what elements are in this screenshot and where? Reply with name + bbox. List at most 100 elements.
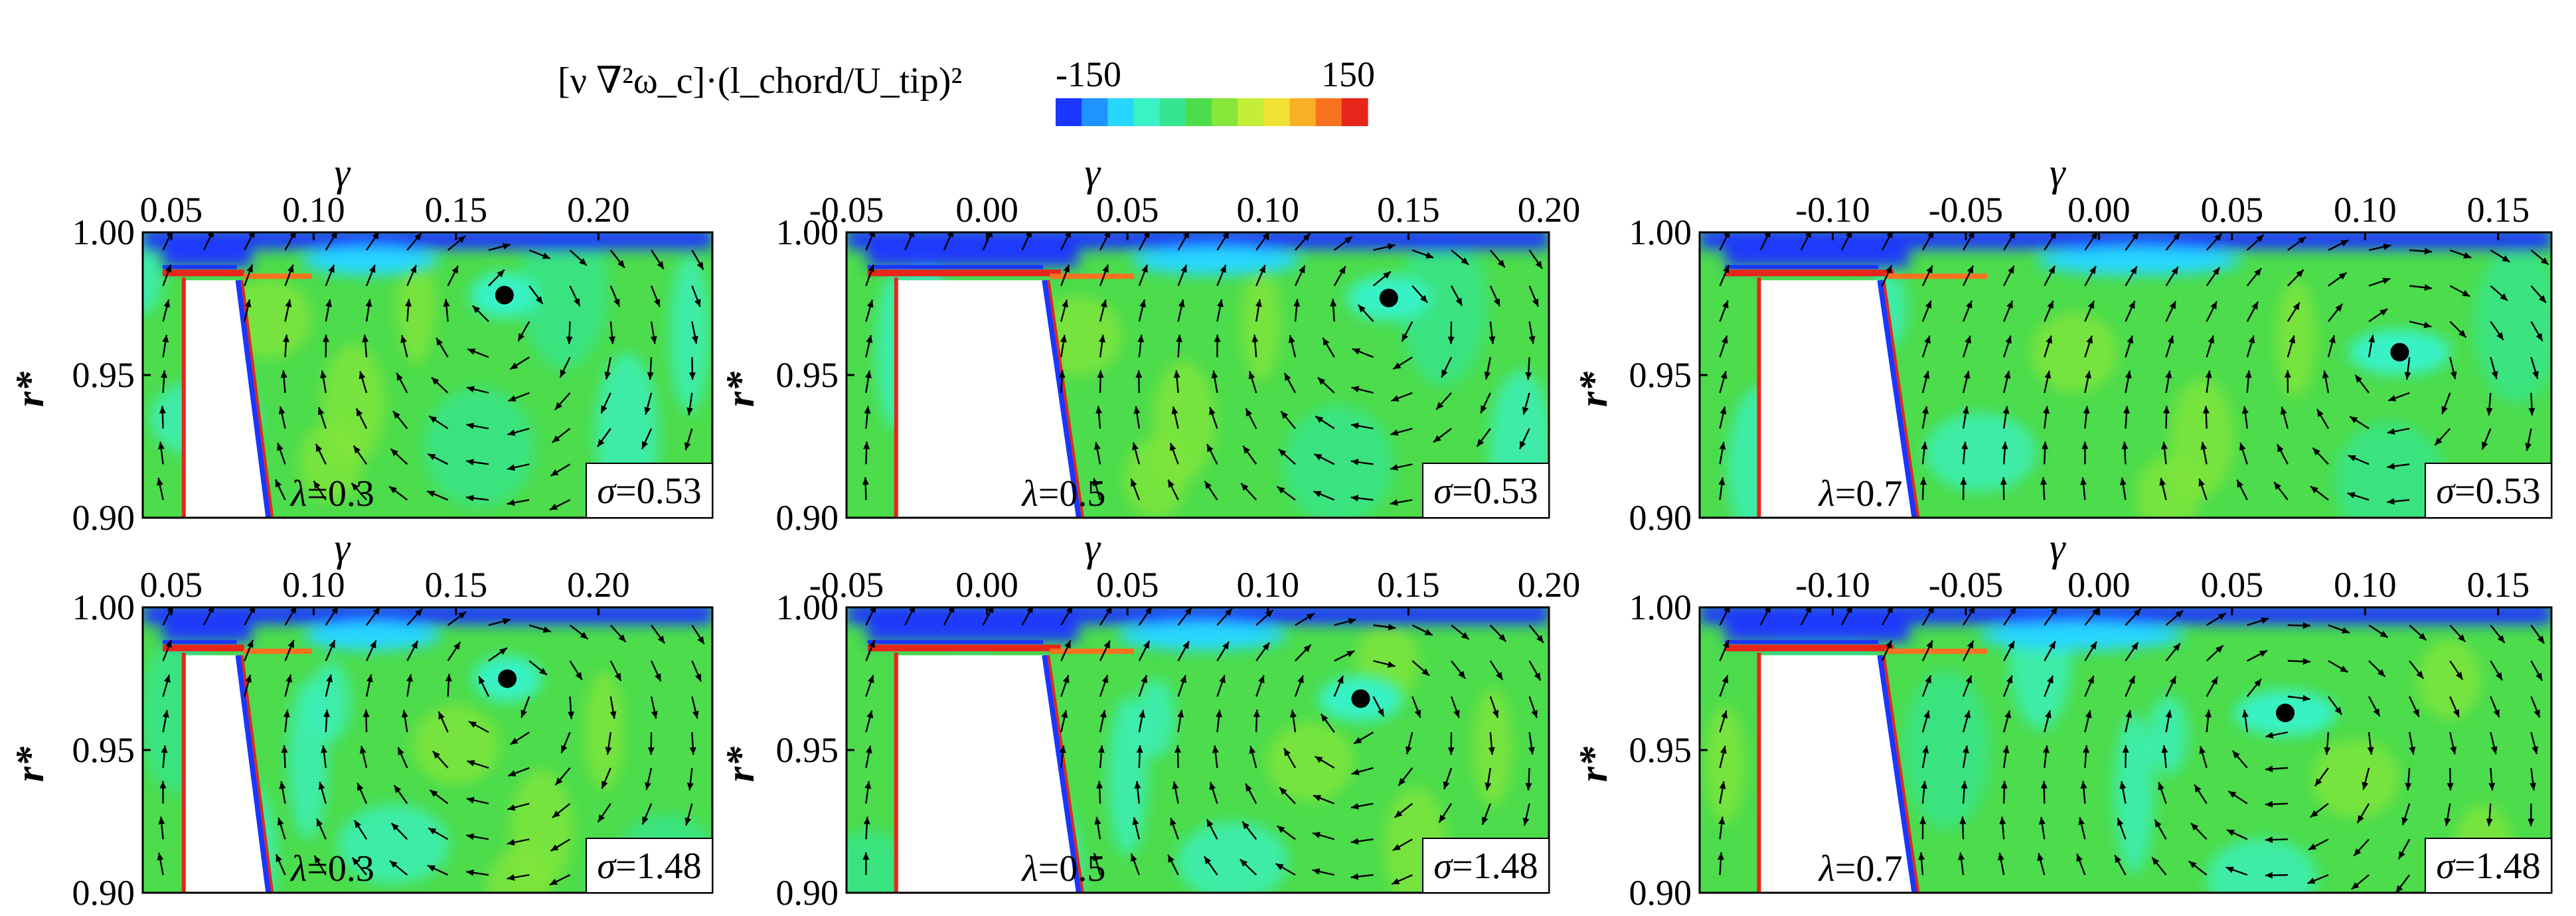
arrow-head (1100, 299, 1107, 308)
arrow-head (1719, 781, 1726, 789)
arrow-head (696, 262, 704, 270)
leakage-jet (1117, 621, 1287, 650)
tip-shear-red (1725, 645, 1894, 652)
arrow-head (1141, 264, 1148, 273)
arrow-head (550, 503, 558, 510)
arrow-head (2500, 293, 2508, 301)
arrow-head (1925, 675, 1931, 684)
x-axis-label: γ (334, 151, 351, 194)
tip-shear-red (867, 645, 1061, 652)
arrow-head (657, 635, 665, 644)
arrow-head (2199, 746, 2206, 755)
arrow-head (2532, 370, 2539, 379)
arrow-head (1453, 710, 1460, 718)
tip-shear-orange (1050, 649, 1135, 654)
tip-shear-red (163, 269, 244, 277)
casing-layer (143, 232, 712, 250)
casing-layer (846, 232, 1549, 250)
arrow-head (1717, 852, 1724, 860)
arrow-head (1214, 335, 1221, 343)
arrow-head (436, 337, 443, 346)
arrow-head (1103, 641, 1110, 649)
arrow-head (2458, 330, 2466, 338)
y-tick-label: 1.00 (776, 212, 839, 252)
arrow-head (1222, 641, 1230, 650)
arrow-head (1967, 641, 1974, 649)
arrow-head (2538, 295, 2546, 303)
arrow-head (1923, 710, 1931, 719)
arrow-head (357, 783, 364, 791)
x-tick-label: 0.10 (1237, 565, 1300, 605)
arrow-head (2205, 710, 2212, 718)
arrow-head (428, 828, 437, 835)
suction-side-edge (235, 279, 272, 518)
arrow-head (2495, 672, 2502, 680)
arrow-head (2214, 233, 2222, 242)
contour-patch (2114, 714, 2154, 874)
arrow-head (313, 481, 321, 489)
arrow-head (686, 783, 694, 791)
x-tick-label: -0.05 (1929, 190, 2003, 230)
arrow-head (644, 406, 651, 415)
arrow-head (535, 296, 543, 304)
lambda-annotation: λ=0.5 (1021, 848, 1106, 889)
arrow-head (987, 607, 994, 613)
arrow-head (2167, 335, 2174, 344)
arrow-head (1134, 781, 1141, 789)
tip-shear-orange (1885, 649, 1988, 654)
arrow-head (647, 372, 654, 380)
arrow-head (281, 745, 288, 753)
arrow-head (1253, 710, 1260, 718)
arrow-head (1217, 299, 1224, 307)
arrow-head (507, 839, 515, 846)
arrow-head (1886, 640, 1892, 649)
arrow-head (507, 874, 515, 881)
arrow-head (604, 371, 611, 380)
arrow-head (1919, 816, 1927, 824)
arrow-head (2265, 872, 2273, 879)
arrow-head (1497, 260, 1505, 267)
arrow-head (1999, 816, 2006, 824)
contour-patch (669, 254, 710, 414)
arrow-head (2387, 428, 2395, 435)
arrow-head (2256, 234, 2264, 242)
contour-patch (1705, 704, 1745, 824)
arrow-head (1846, 607, 1852, 613)
arrow-head (1377, 708, 1384, 717)
arrow-head (2416, 670, 2424, 679)
arrow-head (2357, 814, 2364, 823)
arrow-head (2121, 441, 2129, 449)
arrow-head (165, 639, 172, 648)
x-axis-label: γ (2050, 151, 2066, 194)
sigma-box (586, 463, 713, 518)
arrow-head (366, 674, 373, 682)
colorbar-segment (1082, 98, 1108, 126)
arrow-head (2525, 443, 2532, 451)
arrow-head (1315, 416, 1324, 423)
x-tick-label: 0.15 (2467, 190, 2530, 230)
arrow-head (2050, 607, 2058, 615)
vortex-center-marker (2390, 343, 2409, 362)
arrow-head (1170, 818, 1176, 826)
arrow-head (2000, 781, 2008, 789)
arrow-head (1964, 710, 1971, 719)
y-axis-label: r* (718, 746, 762, 782)
arrow-head (866, 299, 874, 308)
arrow-head (1172, 781, 1179, 789)
colorbar-min-label: -150 (1056, 54, 1121, 94)
arrow-head (390, 860, 398, 868)
shear-layer (143, 232, 712, 318)
arrow-head (245, 674, 252, 683)
arrow-head (2123, 406, 2131, 414)
arrow-head (208, 607, 214, 613)
arrow-head (1246, 783, 1252, 792)
arrow-head (285, 674, 293, 683)
casing-layer (1700, 607, 2551, 625)
arrow-head (1243, 445, 1250, 454)
arrow-head (248, 607, 256, 614)
arrow-head (2367, 747, 2374, 755)
arrow-head (1249, 745, 1256, 754)
arrow-head (2169, 301, 2176, 309)
contour-patch (584, 670, 624, 791)
arrow-head (410, 265, 417, 273)
